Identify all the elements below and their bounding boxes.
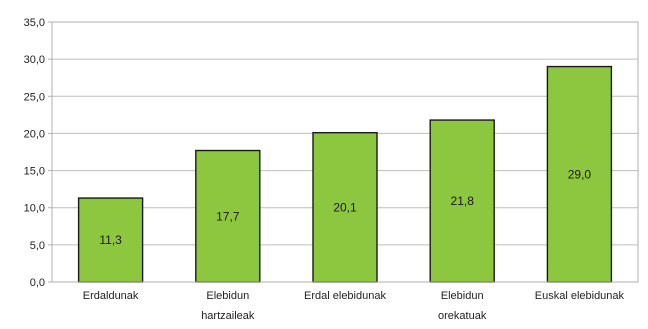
- x-tick-label-line: Erdal elebidunak: [304, 290, 386, 302]
- x-tick-label: Elebidun orekatuak: [438, 290, 487, 322]
- x-tick-label-line: Elebidun: [206, 290, 249, 302]
- data-label: 21,8: [451, 194, 475, 208]
- y-tick-label: 30,0: [24, 54, 45, 66]
- x-tick-label-line: Erdaldunak: [83, 290, 139, 302]
- x-tick-label: Erdal elebidunak: [304, 290, 386, 302]
- y-tick-label: 5,0: [30, 240, 45, 252]
- bar: [429, 119, 495, 283]
- data-label: 11,3: [99, 233, 122, 247]
- plot-frame: [51, 21, 639, 283]
- data-label: 29,0: [568, 167, 592, 181]
- y-tick-label: 10,0: [24, 203, 45, 215]
- data-labels: 11,3 17,7 20,1 21,8 29,0: [99, 167, 591, 247]
- y-tick-label: 35,0: [24, 17, 45, 29]
- x-tick-label-line: Elebidun: [441, 290, 484, 302]
- x-axis: Erdaldunak Elebidun hartzaileak Erdal elebi…: [83, 290, 625, 322]
- x-tick-label: Erdaldunak: [83, 290, 139, 302]
- x-tick-label: Euskal elebidunak: [535, 290, 625, 302]
- x-tick-label-line: orekatuak: [438, 310, 487, 322]
- x-tick-label-line: hartzaileak: [201, 310, 255, 322]
- x-tick-label-line: Euskal elebidunak: [535, 290, 625, 302]
- y-tick-label: 20,0: [24, 128, 45, 140]
- x-tick-label: Elebidun hartzaileak: [201, 290, 255, 322]
- bar: [312, 131, 378, 283]
- data-label: 17,7: [216, 209, 240, 223]
- data-label: 20,1: [333, 200, 357, 214]
- bars: [77, 65, 613, 283]
- y-tick-label: 15,0: [24, 166, 45, 178]
- bar: [195, 149, 261, 283]
- bar: [77, 197, 144, 283]
- y-tick-label: 0,0: [30, 277, 45, 289]
- y-axis: 0,0 5,0 10,0 15,0 20,0 25,0 30,0 35,0: [24, 17, 52, 289]
- y-tick-label: 25,0: [24, 91, 45, 103]
